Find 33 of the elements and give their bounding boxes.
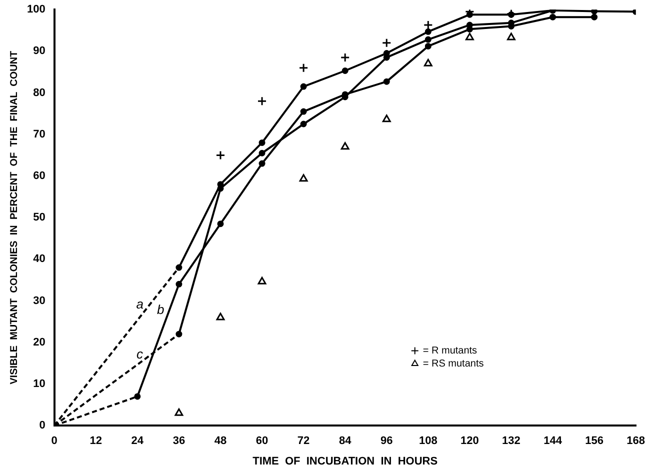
y-tick-label: 10 — [33, 378, 46, 390]
y-tick-label: 90 — [33, 45, 46, 58]
y-tick-label: 70 — [33, 128, 46, 140]
x-tick-label: 132 — [502, 435, 520, 448]
x-tick-label: 144 — [544, 435, 563, 448]
y-tick-label: 30 — [33, 294, 46, 307]
y-tick-label: 100 — [26, 4, 46, 16]
y-tick-label: 40 — [33, 253, 46, 266]
x-tick-label: 120 — [460, 435, 479, 448]
y-tick-label: 50 — [33, 212, 46, 224]
y-tick-label: 80 — [33, 86, 46, 99]
x-tick-label: 72 — [297, 435, 310, 448]
x-tick-label: 108 — [418, 435, 438, 448]
series-label: c — [136, 346, 144, 362]
y-tick-label: 60 — [33, 170, 46, 182]
x-tick-label: 168 — [626, 435, 646, 448]
series-label: a — [136, 296, 144, 312]
x-tick-label: 84 — [338, 435, 352, 448]
legend-label: = R mutants — [422, 345, 478, 356]
x-tick-label: 36 — [172, 435, 186, 448]
x-tick-label: 0 — [51, 435, 58, 448]
series-label: b — [156, 302, 164, 317]
y-axis-title: VISIBLE MUTANT COLONIES IN PERCENT OF THE FINAL COUNT — [8, 50, 20, 384]
x-axis-title: TIME OF INCUBATION IN HOURS — [252, 455, 438, 468]
x-tick-label: 12 — [90, 435, 102, 448]
legend-label: = RS mutants — [422, 358, 484, 370]
x-tick-label: 156 — [585, 435, 604, 448]
x-tick-label: 48 — [214, 435, 227, 448]
y-tick-label: 20 — [33, 336, 46, 348]
x-tick-label: 24 — [131, 435, 144, 448]
x-tick-label: 60 — [256, 435, 268, 448]
x-tick-label: 96 — [380, 435, 393, 448]
y-tick-label: 0 — [39, 420, 46, 432]
